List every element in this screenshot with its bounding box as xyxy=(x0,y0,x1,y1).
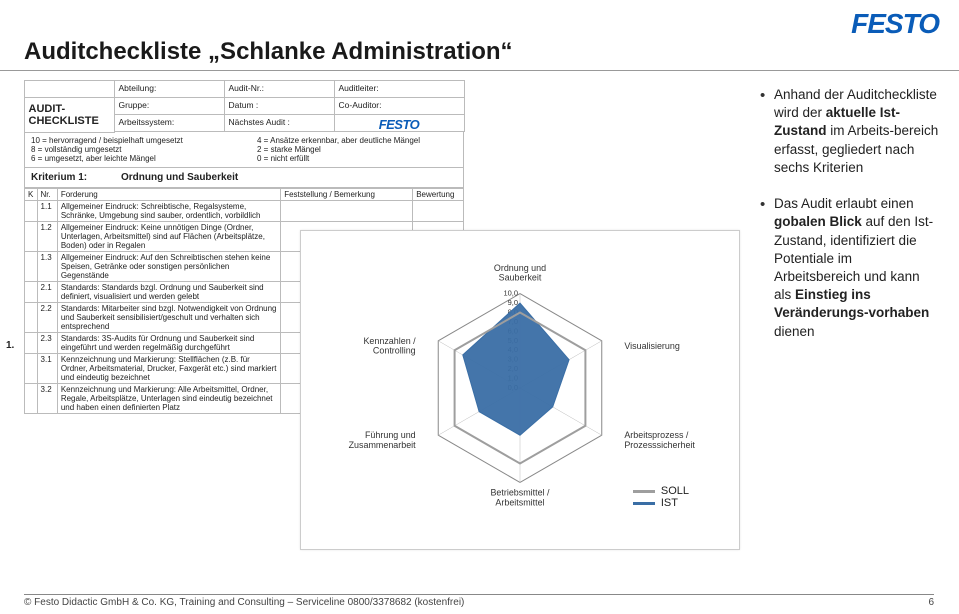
svg-text:Ordnung und: Ordnung und xyxy=(494,263,546,273)
bullet-item: Anhand der Auditcheckliste wird der aktu… xyxy=(760,86,940,177)
legend-col-left: 10 = hervorragend / beispielhaft umgeset… xyxy=(31,136,251,163)
legend-col-right: 4 = Ansätze erkennbar, aber deutliche Mä… xyxy=(257,136,477,163)
th-ford: Forderung xyxy=(57,189,280,201)
th-nr: Nr. xyxy=(37,189,57,201)
criterion-header: Kriterium 1: Ordnung und Sauberkeit xyxy=(24,168,464,188)
criterion-title: Ordnung und Sauberkeit xyxy=(121,172,471,183)
svg-text:Arbeitsprozess /: Arbeitsprozess / xyxy=(624,430,689,440)
th-bew: Bewertung xyxy=(413,189,464,201)
criterion-number: Kriterium 1: xyxy=(31,172,121,183)
svg-text:Betriebsmittel /: Betriebsmittel / xyxy=(490,487,550,497)
table-row: 1.1Allgemeiner Eindruck: Schreibtische, … xyxy=(25,201,464,222)
form-cell: Datum : xyxy=(224,97,335,115)
audit-label-cell xyxy=(24,80,115,98)
legend-line: 10 = hervorragend / beispielhaft umgeset… xyxy=(31,136,251,145)
th-fest: Feststellung / Bemerkung xyxy=(281,189,413,201)
svg-text:Führung und: Führung und xyxy=(365,430,416,440)
bullet-list: Anhand der Auditcheckliste wird der aktu… xyxy=(760,86,940,359)
title-rule xyxy=(0,70,959,71)
radar-panel: Ordnung undSauberkeit Visualisierung Arbei… xyxy=(300,230,740,550)
rating-legend: 10 = hervorragend / beispielhaft umgeset… xyxy=(24,132,464,168)
legend-label-ist: IST xyxy=(661,497,678,509)
brand-logo: FESTO xyxy=(851,8,939,40)
legend-line: 6 = umgesetzt, aber leichte Mängel xyxy=(31,154,251,163)
svg-text:Controlling: Controlling xyxy=(373,346,416,356)
svg-text:Kennzahlen /: Kennzahlen / xyxy=(363,336,416,346)
svg-text:Arbeitsmittel: Arbeitsmittel xyxy=(495,497,544,507)
page-number: 6 xyxy=(928,597,934,608)
legend-ist: IST xyxy=(633,497,689,509)
svg-text:Visualisierung: Visualisierung xyxy=(624,341,680,351)
form-cell: Co-Auditor: xyxy=(334,97,465,115)
form-cell: Gruppe: xyxy=(114,97,225,115)
bullet-item: Das Audit erlaubt einen gobalen Blick au… xyxy=(760,195,940,341)
legend-soll: SOLL xyxy=(633,485,689,497)
form-header-grid: Abteilung: Audit-Nr.: Auditleiter: AUDIT… xyxy=(24,80,464,132)
svg-text:Zusammenarbeit: Zusammenarbeit xyxy=(349,440,417,450)
form-cell: Nächstes Audit : xyxy=(224,114,335,132)
brand-logo-text: FESTO xyxy=(851,8,939,39)
form-cell: Audit-Nr.: xyxy=(224,80,335,98)
form-cell: Arbeitssystem: xyxy=(114,114,225,132)
svg-text:Prozesssicherheit: Prozesssicherheit xyxy=(624,440,695,450)
page-title: Auditcheckliste „Schlanke Administration… xyxy=(24,38,513,66)
legend-label-soll: SOLL xyxy=(661,485,689,497)
legend-line: 0 = nicht erfüllt xyxy=(257,154,477,163)
th-k: K xyxy=(25,189,38,201)
legend-swatch-ist xyxy=(633,502,655,505)
svg-text:10,0: 10,0 xyxy=(504,289,518,298)
footer-text: © Festo Didactic GmbH & Co. KG, Training… xyxy=(24,597,464,608)
form-cell: Auditleiter: xyxy=(334,80,465,98)
legend-swatch-soll xyxy=(633,490,655,493)
radar-legend: SOLL IST xyxy=(633,485,689,509)
legend-line: 2 = starke Mängel xyxy=(257,145,477,154)
svg-text:Sauberkeit: Sauberkeit xyxy=(499,273,542,283)
criterion-table-head: K Nr. Forderung Feststellung / Bemerkung… xyxy=(25,189,464,201)
section-number: 1. xyxy=(6,340,14,351)
legend-line: 8 = vollständig umgesetzt xyxy=(31,145,251,154)
legend-line: 4 = Ansätze erkennbar, aber deutliche Mä… xyxy=(257,136,477,145)
mini-logo: FESTO xyxy=(334,114,465,132)
form-cell: Abteilung: xyxy=(114,80,225,98)
audit-label-text: AUDIT-CHECKLISTE xyxy=(24,97,115,133)
footer: © Festo Didactic GmbH & Co. KG, Training… xyxy=(24,594,934,608)
